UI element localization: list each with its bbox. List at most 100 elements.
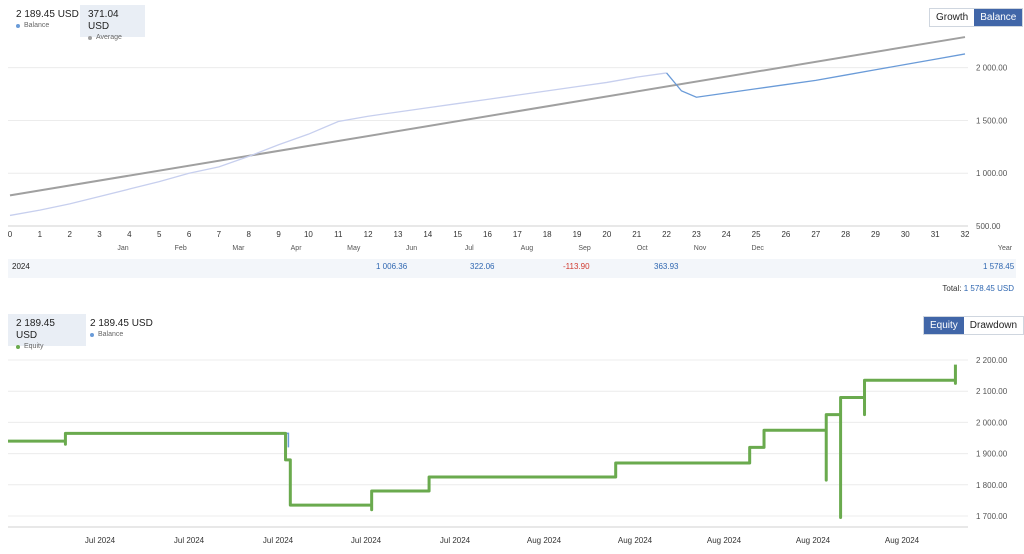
x-tick-label: 31 [931,230,940,239]
x-tick-label: 25 [752,230,761,239]
x-tick-label: 18 [543,230,552,239]
x-tick-label: Aug 2024 [618,536,653,545]
equity-button[interactable]: Equity [924,317,964,334]
y-tick-label: 1 700.00 [976,512,1008,521]
balance-dot-icon [16,24,20,28]
balance-series-line-history [9,72,667,217]
x-tick-label: Jul 2024 [174,536,205,545]
month-label: May [347,245,361,252]
month-label: Jun [406,245,417,252]
x-tick-label: Aug 2024 [707,536,742,545]
month-label: Jan [117,245,128,252]
x-tick-label: 16 [483,230,492,239]
x-tick-label: 32 [961,230,970,239]
y-tick-label: 500.00 [976,222,1001,231]
year-total-result: 1 578.45 [983,262,1015,271]
x-tick-label: 21 [632,230,641,239]
legend-balance-2[interactable]: 2 189.45 USD Balance [82,314,161,346]
total-label: Total: [942,284,962,293]
equity-dot-icon [16,345,20,349]
x-tick-label: 24 [722,230,731,239]
x-tick-label: 5 [157,230,162,239]
year-label: 2024 [12,262,30,271]
month-label: Nov [694,245,707,252]
x-tick-label: Aug 2024 [527,536,562,545]
y-tick-label: 2 000.00 [976,64,1008,73]
x-tick-label: Jul 2024 [440,536,471,545]
may-result: 322.06 [470,262,495,271]
x-tick-label: Jul 2024 [351,536,382,545]
x-tick-label: 4 [127,230,132,239]
x-tick-label: Jul 2024 [263,536,294,545]
x-tick-label: 27 [811,230,820,239]
x-tick-label: 30 [901,230,910,239]
legend-average[interactable]: 371.04 USD Average [80,5,145,41]
y-tick-label: 2 000.00 [976,418,1008,427]
x-tick-label: 19 [573,230,582,239]
x-tick-label: 6 [187,230,192,239]
equity-chart-toggle: Equity Drawdown [923,316,1024,335]
y-tick-label: 1 500.00 [976,116,1008,125]
legend-balance-value: 2 189.45 USD [16,9,79,20]
x-tick-label: 0 [8,230,13,239]
jun-result: -113.90 [563,262,590,271]
x-tick-label: 2 [67,230,72,239]
x-tick-label: Aug 2024 [796,536,831,545]
balance-button[interactable]: Balance [974,9,1023,26]
month-label: Feb [175,245,187,252]
month-label: Year [998,245,1013,252]
equity-series-line [8,364,957,520]
month-label: Aug [521,245,534,252]
month-label: Apr [291,245,303,252]
x-tick-label: 11 [334,230,343,239]
legend-balance[interactable]: 2 189.45 USD Balance [8,5,87,37]
x-tick-label: 3 [97,230,102,239]
legend-average-value: 371.04 USD [88,9,119,32]
month-label: Dec [751,245,764,252]
balance-dot-icon [90,333,94,337]
x-tick-label: 17 [513,230,522,239]
legend-equity[interactable]: 2 189.45 USD Equity [8,314,86,350]
x-tick-label: 10 [304,230,313,239]
month-label: Oct [637,245,648,252]
x-tick-label: 20 [602,230,611,239]
average-dot-icon [88,36,92,40]
month-label: Sep [578,245,591,252]
y-tick-label: 1 800.00 [976,481,1008,490]
jul-result: 363.93 [654,262,679,271]
drawdown-button[interactable]: Drawdown [963,317,1024,334]
x-tick-label: 22 [662,230,671,239]
x-tick-label: 23 [692,230,701,239]
total-summary: Total: 1 578.45 USD [942,284,1014,293]
apr-result: 1 006.36 [376,262,408,271]
growth-button[interactable]: Growth [930,9,975,26]
legend-equity-value: 2 189.45 USD [16,318,55,341]
x-tick-label: Aug 2024 [885,536,920,545]
month-label: Mar [232,245,245,252]
total-value: 1 578.45 USD [963,284,1014,293]
x-tick-label: 7 [217,230,222,239]
month-label: Jul [465,245,474,252]
x-tick-label: 29 [871,230,880,239]
legend-balance-2-value: 2 189.45 USD [90,318,153,329]
x-tick-label: 1 [38,230,43,239]
x-tick-label: 26 [781,230,790,239]
x-tick-label: Jul 2024 [85,536,116,545]
chart-type-toggle: Growth Balance [929,8,1024,27]
x-tick-label: 12 [364,230,373,239]
x-tick-label: 14 [423,230,432,239]
y-tick-label: 1 900.00 [976,450,1008,459]
x-tick-label: 15 [453,230,462,239]
x-tick-label: 8 [247,230,252,239]
balance-chart: 500.001 000.001 500.002 000.000 1 2 3 4 5 6 7 8 9… [8,36,1013,252]
legend-average-label: Average [96,34,122,41]
legend-balance-2-label: Balance [98,331,124,338]
y-tick-label: 2 100.00 [976,387,1008,396]
legend-balance-label: Balance [24,22,50,29]
x-tick-label: 28 [841,230,850,239]
x-tick-label: 9 [276,230,281,239]
y-tick-label: 1 000.00 [976,169,1008,178]
x-tick-label: 13 [394,230,403,239]
legend-equity-label: Equity [24,343,44,350]
